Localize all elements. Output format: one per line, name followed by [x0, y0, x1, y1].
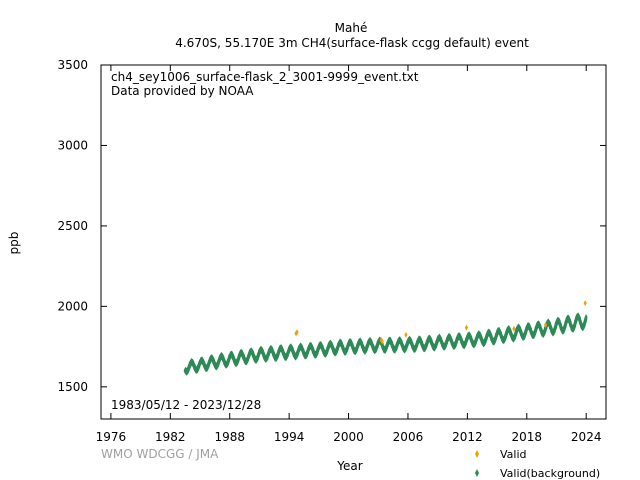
y-tick-label: 3500	[57, 58, 88, 72]
legend: Valid Valid(background)	[475, 448, 600, 480]
y-tick-label: 2000	[57, 299, 88, 313]
x-tick-label: 2018	[512, 430, 543, 444]
y-axis-ticks: 1500 2000 2500 3000 3500	[57, 58, 606, 394]
y-axis-label: ppb	[7, 232, 21, 255]
x-tick-label: 1994	[274, 430, 305, 444]
valid-point	[404, 331, 408, 338]
valid-series	[294, 300, 587, 345]
background-series	[183, 312, 588, 376]
data-filename: ch4_sey1006_surface-flask_2_3001-9999_ev…	[111, 70, 419, 84]
chart-subtitle: 4.670S, 55.170E 3m CH4(surface-flask ccg…	[175, 36, 529, 50]
chart-title: Mahé	[335, 21, 368, 35]
date-range: 1983/05/12 - 2023/12/28	[111, 398, 261, 412]
y-tick-label: 1500	[57, 380, 88, 394]
x-tick-label: 1982	[155, 430, 186, 444]
valid-point	[583, 300, 587, 307]
background-point	[584, 314, 588, 321]
x-tick-label: 1976	[96, 430, 127, 444]
valid-point	[512, 325, 516, 332]
x-axis-label: Year	[336, 459, 362, 473]
valid-point	[543, 321, 548, 328]
x-tick-label: 2024	[571, 430, 602, 444]
valid-point	[294, 330, 298, 337]
valid-point	[379, 337, 383, 344]
plot-frame	[100, 64, 607, 420]
x-tick-label: 2006	[393, 430, 424, 444]
x-tick-label: 1988	[214, 430, 245, 444]
legend-background-label: Valid(background)	[500, 467, 600, 480]
x-tick-label: 2012	[452, 430, 483, 444]
legend-background-marker	[475, 469, 479, 477]
x-tick-label: 2000	[333, 430, 364, 444]
credit-text: WMO WDCGG / JMA	[101, 447, 219, 461]
valid-point	[295, 329, 299, 336]
valid-point	[464, 324, 468, 331]
legend-valid-marker	[475, 450, 479, 458]
data-provider: Data provided by NOAA	[111, 84, 254, 98]
y-tick-label: 3000	[57, 138, 88, 152]
legend-valid-label: Valid	[500, 448, 527, 461]
valid-point	[380, 338, 384, 345]
x-axis-ticks: 1976 1982 1988 1994 2000 2006 2012 2018 2024	[96, 65, 602, 444]
y-tick-label: 2500	[57, 219, 88, 233]
